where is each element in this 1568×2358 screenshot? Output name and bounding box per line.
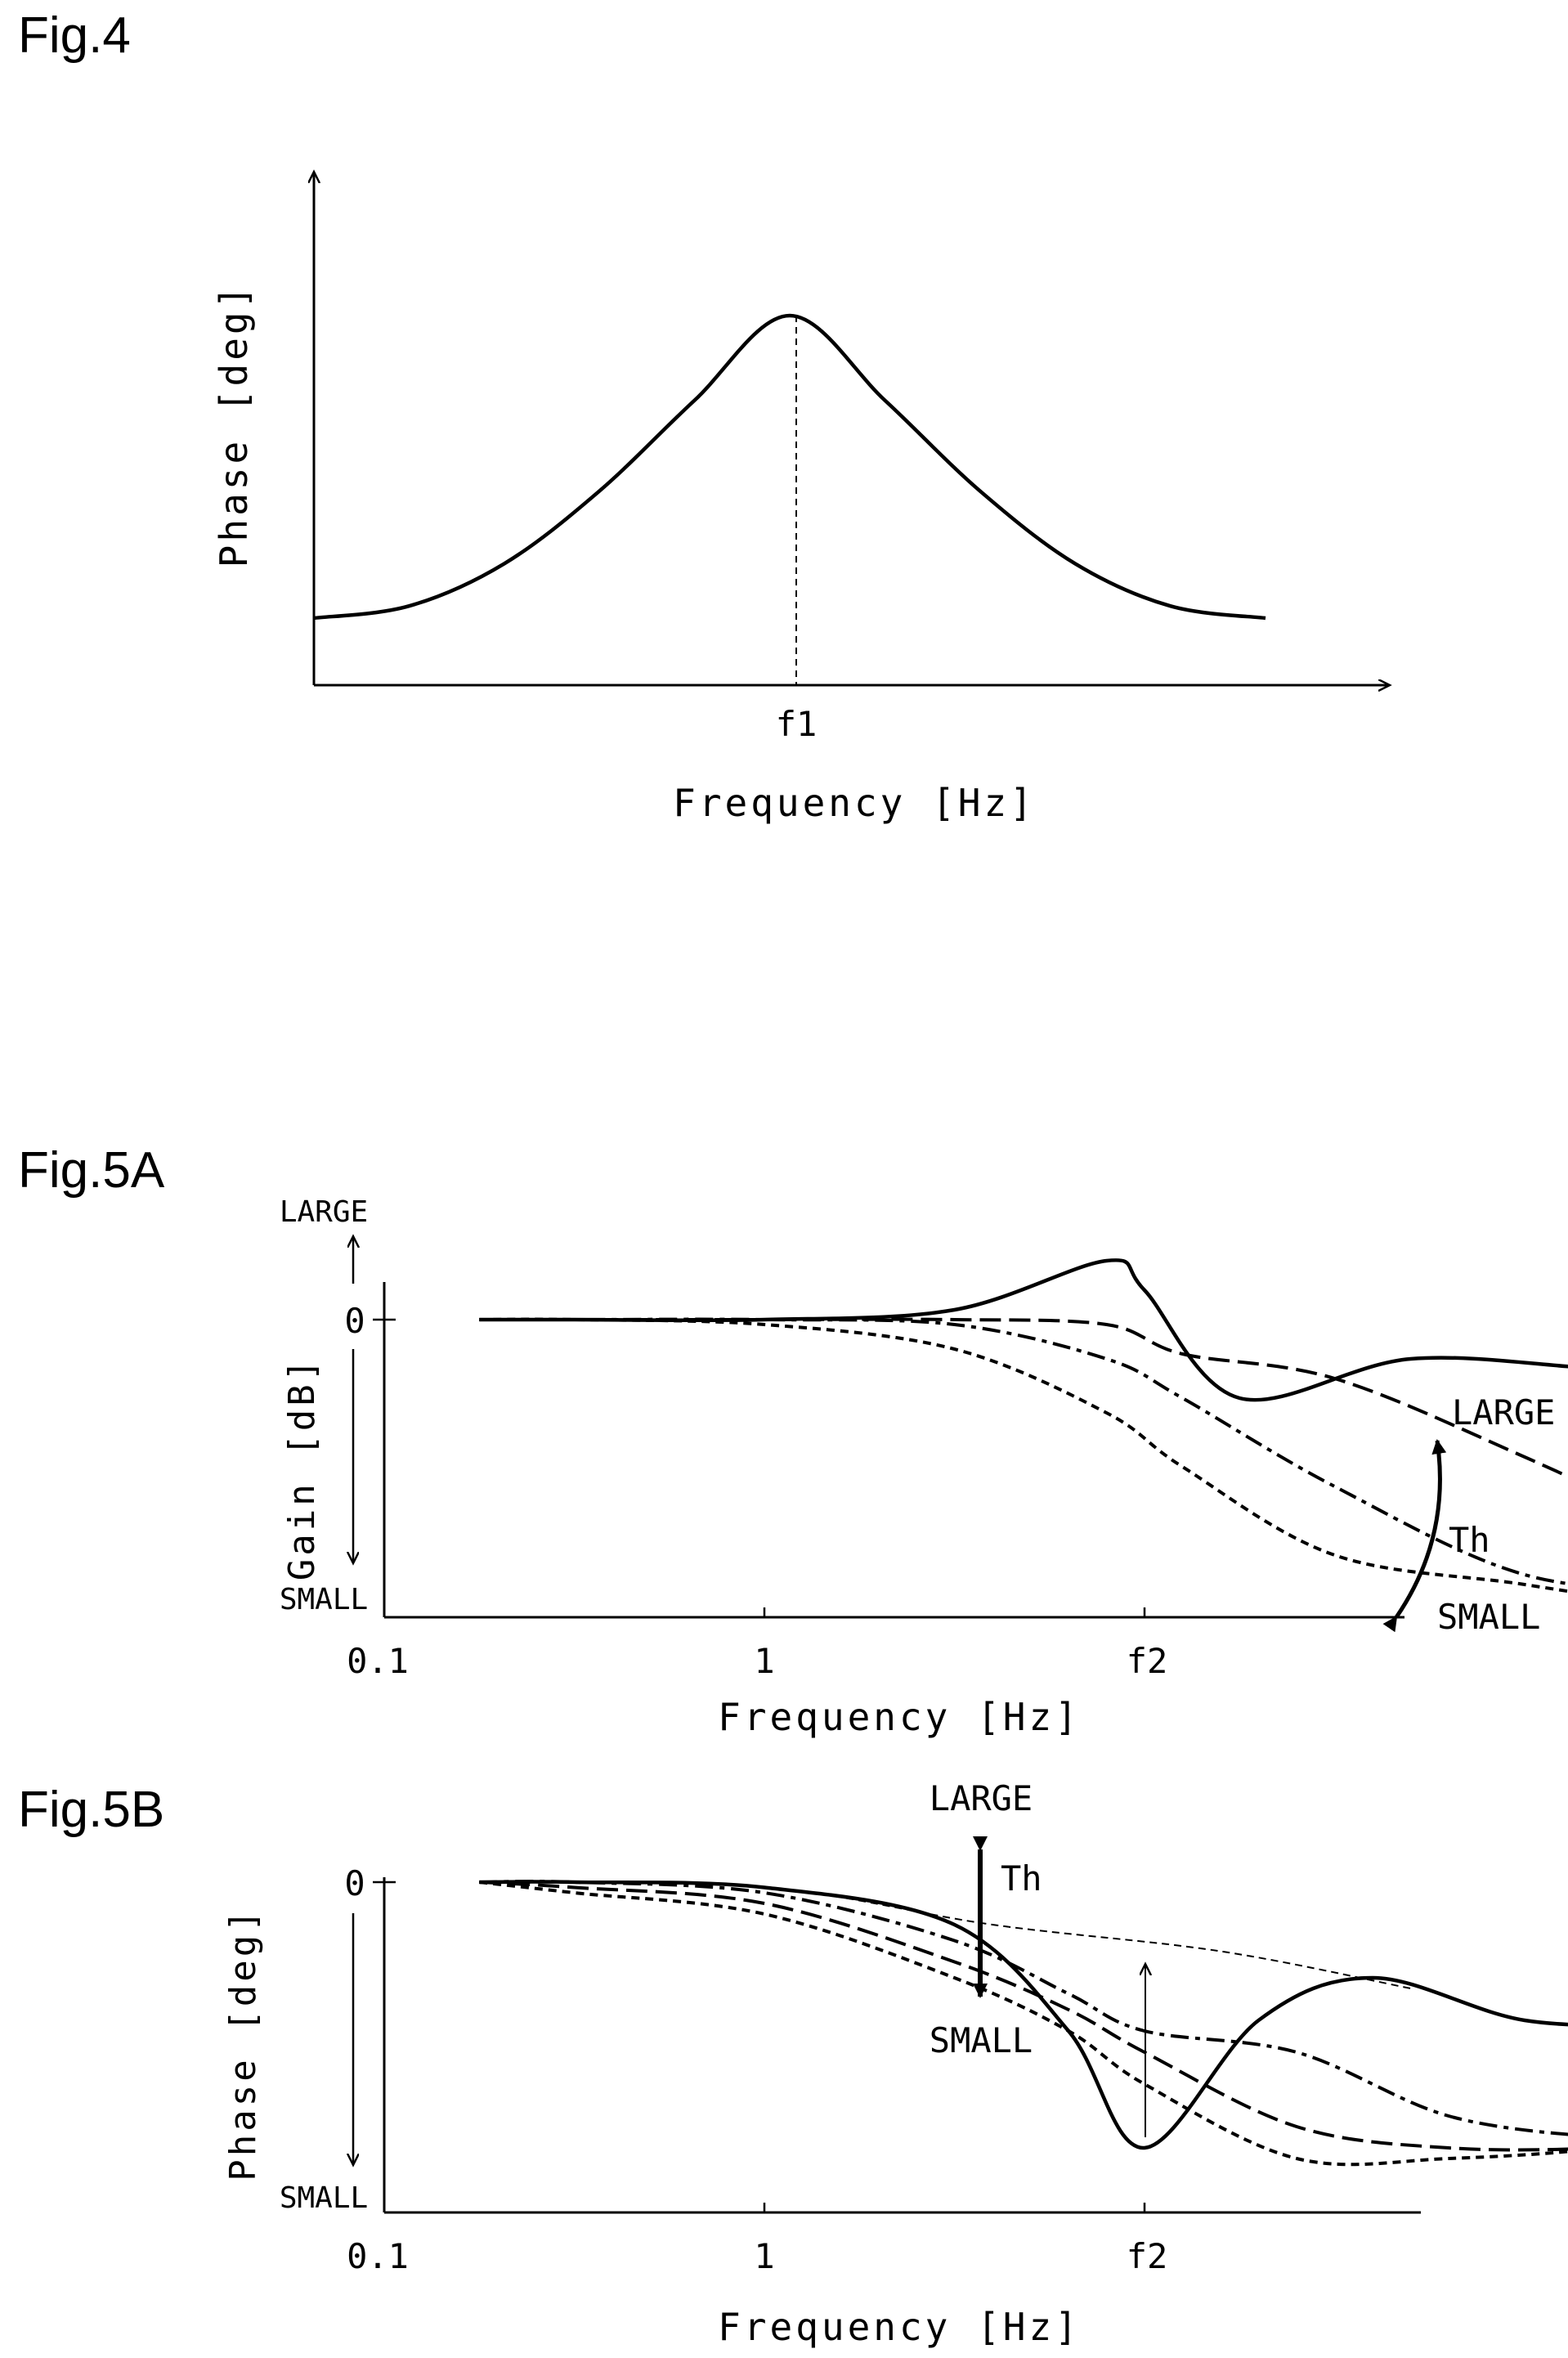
fig4-chart: f1 Frequency [Hz] Phase [deg] bbox=[212, 172, 1390, 825]
fig5b-ylabel: Phase [deg] bbox=[222, 1907, 264, 2181]
fig5b-series-long-dash bbox=[479, 1881, 1568, 2152]
fig4-ylabel: Phase [deg] bbox=[212, 283, 256, 568]
fig5a-right-large: LARGE bbox=[1452, 1392, 1555, 1432]
fig5a-right-th: Th bbox=[1449, 1520, 1490, 1560]
fig5a-xlabel: Frequency [Hz] bbox=[718, 1695, 1081, 1739]
fig5a-right-small: SMALL bbox=[1437, 1597, 1540, 1637]
fig5b-xlabel: Frequency [Hz] bbox=[718, 2305, 1081, 2349]
fig4-series-bell bbox=[313, 313, 1266, 621]
fig5b-anno-small: SMALL bbox=[930, 2020, 1033, 2060]
fig5a-label: Fig.5A bbox=[18, 1142, 165, 1199]
fig4-xlabel: Frequency [Hz] bbox=[673, 781, 1036, 825]
fig5b-label: Fig.5B bbox=[18, 1782, 165, 1838]
fig5b-xtick-label-1: 1 bbox=[754, 2236, 774, 2276]
fig5b-xtick-label-0.1: 0.1 bbox=[347, 2236, 409, 2276]
fig5a-series-long-dash bbox=[479, 1317, 1568, 1479]
fig5a-xtick-label-1: 1 bbox=[754, 1641, 774, 1681]
fig5b-series-dash-dot bbox=[479, 1880, 1568, 2136]
fig5a-y-top-label: LARGE bbox=[280, 1195, 368, 1229]
fig5a-series-short-dash bbox=[479, 1317, 1568, 1594]
fig4-label: Fig.4 bbox=[18, 7, 131, 64]
fig5a-ytick-label-0: 0 bbox=[344, 1301, 365, 1341]
fig5b-series-solid bbox=[479, 1880, 1568, 2150]
fig5b-anno-th: Th bbox=[1001, 1858, 1042, 1899]
fig5b-ytick-label-0: 0 bbox=[344, 1863, 365, 1903]
fig5a-xtick-label-f2: f2 bbox=[1127, 1641, 1168, 1681]
fig5b-y-bottom-label: SMALL bbox=[280, 2181, 368, 2215]
fig5a-series-solid bbox=[479, 1258, 1568, 1402]
fig5a-chart: 0 LARGE SMALL Gain [dB] 0.1 1 f2 Frequen… bbox=[280, 1195, 1568, 1739]
fig4-xtick-f1: f1 bbox=[776, 704, 818, 744]
fig5a-th-arrow bbox=[1382, 1439, 1447, 1633]
fig5b-chart: 0 SMALL Phase [deg] 0.1 1 f2 Frequency [… bbox=[222, 1778, 1568, 2349]
fig5a-ylabel: Gain [dB] bbox=[281, 1356, 323, 1580]
fig5a-xtick-label-0.1: 0.1 bbox=[347, 1641, 409, 1681]
fig5b-series-short-dash bbox=[479, 1881, 1568, 2167]
fig5a-y-bottom-label: SMALL bbox=[280, 1583, 368, 1616]
fig5b-xtick-label-f2: f2 bbox=[1127, 2236, 1168, 2276]
fig5b-anno-large: LARGE bbox=[930, 1778, 1033, 1818]
